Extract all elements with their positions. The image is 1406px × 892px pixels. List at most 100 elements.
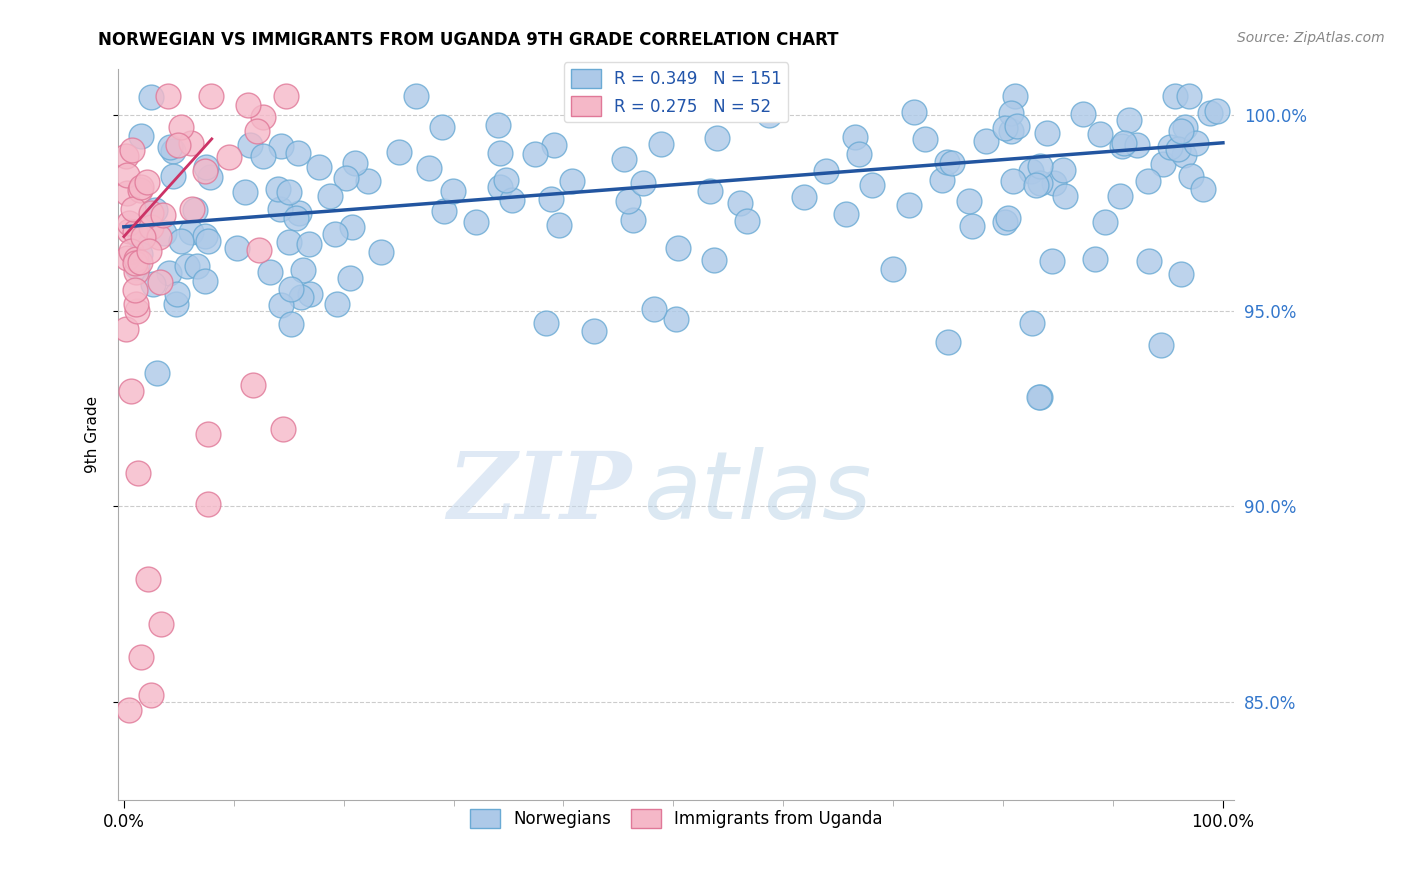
Point (344, 156, 367, 170)
Point (621, 213, 644, 227)
Point (994, 215, 1017, 229)
Point (1053, 189, 1076, 203)
Point (280, 317, 302, 331)
Text: atlas: atlas (643, 447, 870, 538)
Point (129, 255, 152, 269)
Point (1000, 124, 1022, 138)
Point (1185, 136, 1208, 151)
Point (326, 297, 349, 311)
Point (235, 185, 257, 199)
Legend: Norwegians, Immigrants from Uganda: Norwegians, Immigrants from Uganda (463, 803, 890, 835)
Point (1021, 316, 1043, 330)
Point (994, 121, 1017, 136)
Y-axis label: 9th Grade: 9th Grade (86, 395, 100, 473)
Point (1173, 148, 1195, 162)
Point (179, 225, 201, 239)
Point (124, 256, 146, 270)
Text: NORWEGIAN VS IMMIGRANTS FROM UGANDA 9TH GRADE CORRELATION CHART: NORWEGIAN VS IMMIGRANTS FROM UGANDA 9TH … (98, 31, 839, 49)
Point (405, 89, 427, 103)
Point (280, 282, 302, 296)
Point (433, 203, 456, 218)
Point (1178, 88, 1201, 103)
Point (120, 244, 142, 258)
Point (198, 169, 221, 184)
Point (129, 229, 152, 244)
Point (1118, 112, 1140, 127)
Point (882, 261, 904, 276)
Text: Source: ZipAtlas.com: Source: ZipAtlas.com (1237, 31, 1385, 45)
Point (129, 128, 152, 143)
Point (1170, 124, 1192, 138)
Point (1088, 127, 1111, 141)
Point (236, 98, 259, 112)
Point (1001, 174, 1024, 188)
Point (152, 208, 174, 222)
Point (170, 234, 193, 248)
Point (239, 137, 262, 152)
Point (146, 367, 169, 381)
Point (127, 466, 149, 480)
Point (176, 259, 198, 273)
Point (936, 334, 959, 349)
Point (115, 251, 138, 265)
Point (159, 140, 181, 154)
Point (1028, 390, 1050, 404)
Point (165, 297, 187, 311)
Point (339, 271, 361, 285)
Point (1005, 119, 1028, 133)
Point (124, 225, 146, 239)
Point (127, 304, 149, 318)
Text: ZIP: ZIP (447, 448, 631, 538)
Point (1159, 140, 1181, 154)
Point (1029, 159, 1052, 173)
Point (197, 497, 219, 511)
Point (703, 252, 725, 267)
Point (136, 572, 159, 586)
Point (252, 149, 274, 163)
Point (267, 182, 290, 196)
Point (125, 260, 148, 274)
Point (153, 226, 176, 240)
Point (430, 120, 453, 135)
Point (931, 172, 953, 186)
Point (914, 132, 936, 146)
Point (195, 161, 218, 175)
Point (418, 161, 440, 175)
Point (270, 138, 292, 153)
Point (125, 297, 148, 311)
Point (136, 175, 159, 189)
Point (758, 108, 780, 122)
Point (122, 202, 145, 216)
Point (138, 244, 160, 258)
Point (1040, 253, 1063, 268)
Point (278, 186, 301, 200)
Point (180, 136, 202, 151)
Point (259, 265, 281, 279)
Point (194, 164, 217, 178)
Point (139, 688, 162, 702)
Point (543, 137, 565, 152)
Point (247, 243, 270, 257)
Point (1112, 136, 1135, 150)
Point (666, 241, 689, 255)
Point (118, 703, 141, 717)
Point (489, 180, 512, 194)
Point (370, 244, 392, 259)
Point (242, 378, 264, 392)
Point (118, 224, 141, 238)
Point (298, 286, 321, 301)
Point (860, 178, 883, 192)
Point (129, 183, 152, 197)
Point (285, 211, 308, 225)
Point (197, 234, 219, 248)
Point (941, 155, 963, 169)
Point (246, 124, 269, 138)
Point (142, 277, 165, 291)
Point (115, 168, 138, 182)
Point (1019, 164, 1042, 178)
Point (495, 173, 517, 187)
Point (145, 203, 167, 218)
Point (728, 196, 751, 211)
Point (162, 169, 184, 184)
Point (936, 155, 959, 169)
